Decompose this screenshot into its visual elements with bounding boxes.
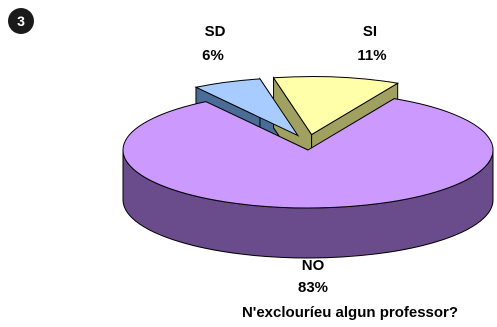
slice-top-no <box>122 98 494 209</box>
slice-top-sd <box>194 78 300 137</box>
slice-label-sd: SD <box>205 23 226 40</box>
question-number-badge: 3 <box>8 8 34 34</box>
chart-title: N'exclouríeu algun professor? <box>242 304 458 321</box>
slice-label-si-pct: 11% <box>357 47 386 64</box>
slice-top-si <box>272 76 400 136</box>
slice-label-si: SI <box>363 23 377 40</box>
pie-tops <box>122 76 494 209</box>
slice-pct-sd: 6% <box>202 47 224 64</box>
slice-pct-no: 83% <box>298 279 328 296</box>
slice-label-no: NO <box>302 257 325 274</box>
